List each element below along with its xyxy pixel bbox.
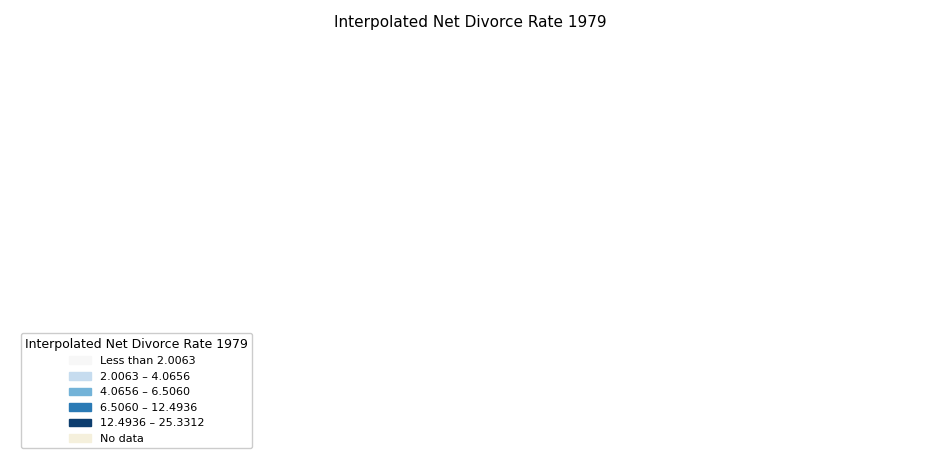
Title: Interpolated Net Divorce Rate 1979: Interpolated Net Divorce Rate 1979 [334,15,606,30]
Legend: Less than 2.0063, 2.0063 – 4.0656, 4.0656 – 6.5060, 6.5060 – 12.4936, 12.4936 – : Less than 2.0063, 2.0063 – 4.0656, 4.065… [21,333,252,448]
